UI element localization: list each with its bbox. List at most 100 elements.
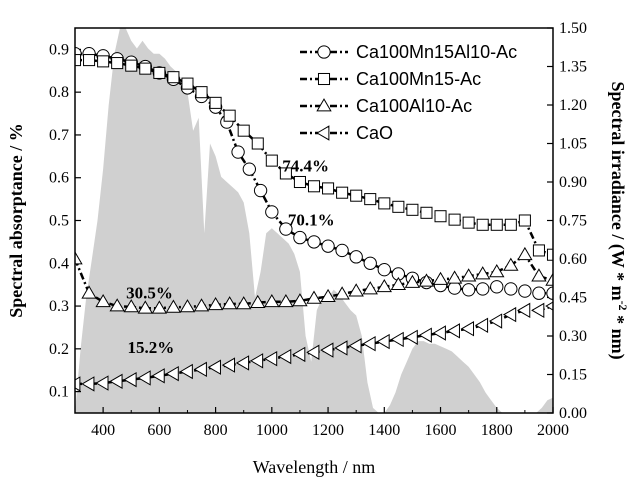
data-point: Ca100Al10-Ac: (1350, 0.34) — [362, 281, 378, 295]
x-tick-label: 1400 — [368, 422, 400, 439]
data-point: Ca100Al10-Ac: (300, 0.41) — [75, 251, 83, 265]
y-right-tick-label: 1.20 — [559, 97, 587, 114]
data-point: Ca100Mn15-Ac: (1950, 0.43) — [532, 244, 545, 257]
data-point: Ca100Al10-Ac: (600, 0.295) — [151, 300, 168, 314]
solar-spectrum-layer — [75, 28, 553, 413]
data-point: Ca100Al10-Ac: (1600, 0.362) — [432, 271, 449, 285]
data-point: Ca100Al10-Ac: (1450, 0.35) — [390, 276, 407, 291]
y-right-tick-label: 0.60 — [559, 251, 587, 268]
annotations-layer: 74.4% 70.1% 30.5% 15.2% — [126, 156, 334, 357]
data-point: Ca100Mn15-Ac: (1650, 0.502) — [448, 213, 461, 226]
data-point: Ca100Al10-Ac: (500, 0.298) — [123, 299, 139, 313]
data-point: Ca100Mn15-Ac: (400, 0.872) — [97, 55, 110, 68]
data-point: Ca100Mn15-Ac: (900, 0.71) — [237, 124, 250, 137]
data-point: Ca100Al10-Ac: (1400, 0.345) — [376, 278, 392, 293]
data-point: CaO: (1800, 0.265) — [488, 313, 503, 329]
y-axis-left-title: Spectral absorptance / % — [6, 123, 26, 317]
data-point: CaO: (1000, 0.177) — [264, 350, 278, 367]
data-point: CaO: (1850, 0.28) — [503, 306, 517, 323]
data-point: CaO: (1050, 0.182) — [278, 348, 292, 365]
x-tick-label: 600 — [147, 422, 171, 439]
data-point: Ca100Mn15-Ac: (950, 0.68) — [251, 137, 264, 150]
data-point: Ca100Al10-Ac: (1800, 0.38) — [489, 264, 505, 278]
data-point: Ca100Al10-Ac: (1200, 0.322) — [320, 288, 336, 303]
legend-entry: Ca100Al10-Ac — [300, 96, 472, 116]
legend-entry: CaO — [300, 123, 393, 143]
data-point: Ca100Mn15-Ac: (1300, 0.558) — [350, 189, 363, 202]
data-point: CaO: (550, 0.132) — [137, 370, 151, 386]
y-right-tick-label: 1.35 — [559, 59, 587, 76]
data-point: Ca100Mn15Al10-Ac: (1200, 0.44) — [321, 239, 335, 253]
data-point: Ca100Al10-Ac: (900, 0.305) — [236, 296, 252, 310]
data-point: Ca100Mn15-Ac: (1550, 0.518) — [420, 206, 433, 219]
y-left-tick-label: 0.9 — [49, 41, 69, 58]
data-point: Ca100Mn15-Ac: (1850, 0.49) — [504, 218, 517, 231]
y-left-tick-label: 0.3 — [49, 298, 69, 315]
data-point: Ca100Al10-Ac: (1100, 0.312) — [292, 293, 308, 307]
data-point: Ca100Mn15Al10-Ac: (920, 0.62) — [242, 162, 257, 176]
y-left-tick-label: 0.7 — [49, 127, 69, 144]
data-point: CaO: (650, 0.142) — [165, 365, 179, 382]
data-point: Ca100Al10-Ac: (1250, 0.328) — [334, 286, 350, 300]
x-tick-label: 2000 — [537, 422, 569, 439]
data-point: Ca100Al10-Ac: (1500, 0.355) — [404, 274, 421, 288]
data-point: Ca100Mn15Al10-Ac: (1400, 0.385) — [377, 263, 391, 277]
data-point: Ca100Mn15Al10-Ac: (1750, 0.34) — [476, 282, 490, 296]
data-point: CaO: (1500, 0.227) — [404, 329, 418, 345]
data-point: Ca100Mn15Al10-Ac: (1350, 0.4) — [363, 256, 377, 270]
data-point: CaO: (900, 0.167) — [235, 355, 250, 371]
data-point: CaO: (500, 0.128) — [123, 371, 137, 388]
data-point: CaO: (1350, 0.212) — [362, 336, 376, 352]
data-point: CaO: (600, 0.137) — [151, 368, 165, 384]
tick-labels-layer: 400 600 800 1000 1200 1400 1600 1800 2000 0.1 0.2 0… — [49, 20, 587, 439]
data-point: Ca100Mn15-Ac: (1150, 0.58) — [307, 180, 321, 193]
data-point: Ca100Al10-Ac: (1550, 0.358) — [418, 273, 435, 287]
data-point: CaO: (2000, 0.3) — [545, 301, 553, 311]
data-point: Ca100Mn15-Ac: (700, 0.82) — [181, 77, 194, 90]
data-point: Ca100Mn15-Ac: (1050, 0.61) — [279, 167, 292, 180]
data-point: CaO: (1300, 0.207) — [348, 338, 362, 354]
data-point: Ca100Al10-Ac: (350, 0.33) — [81, 285, 97, 299]
data-point: Ca100Mn15Al10-Ac: (1300, 0.415) — [349, 250, 363, 264]
annotation-label: 30.5% — [126, 283, 173, 302]
series-CaO: CaO: (300, 0.118)CaO: (350, 0.118)CaO: (… — [75, 301, 553, 392]
data-point: CaO: (1400, 0.217) — [376, 333, 390, 350]
data-point: CaO: (1650, 0.242) — [446, 323, 460, 339]
y-left-tick-label: 0.8 — [49, 84, 69, 101]
y-right-tick-label: 0.45 — [559, 290, 587, 307]
y-axis-right-title-tail: * nm) — [607, 311, 628, 360]
data-point: CaO: (400, 0.12) — [95, 375, 109, 391]
data-point: Ca100Mn15Al10-Ac: (1250, 0.43) — [335, 243, 349, 258]
x-tick-label: 1600 — [425, 422, 457, 439]
y-axis-right-title-main: Spectral irradiance / (W * m — [607, 81, 628, 300]
legend-label: Ca100Al10-Ac — [356, 96, 472, 116]
series-Ca100Mn15-Ac: Ca100Mn15-Ac: (300, 0.875)Ca100Mn15-Ac: … — [75, 54, 553, 261]
y-left-tick-label: 0.4 — [49, 255, 69, 272]
data-point: Ca100Mn15Al10-Ac: (1050, 0.48) — [279, 222, 293, 236]
plot-frame — [74, 27, 554, 414]
data-point: Ca100Mn15Al10-Ac: (1900, 0.335) — [518, 284, 532, 298]
y-axis-right-title-sup: -2 — [616, 301, 630, 311]
annotation-label: 70.1% — [288, 211, 335, 230]
x-axis-title: Wavelength / nm — [253, 457, 376, 477]
data-point: Ca100Mn15-Ac: (350, 0.875) — [83, 54, 96, 67]
data-point: CaO: (1600, 0.237) — [432, 325, 446, 341]
data-point: CaO: (700, 0.147) — [179, 363, 193, 380]
y-right-tick-label: 0.30 — [559, 328, 587, 345]
data-point: CaO: (800, 0.157) — [207, 359, 221, 375]
annotation-label: 74.4% — [282, 156, 329, 175]
data-point: Ca100Mn15Al10-Ac: (1850, 0.34) — [504, 282, 518, 296]
legend-entry: Ca100Mn15Al10-Ac — [300, 42, 517, 62]
data-point: Ca100Al10-Ac: (800, 0.303) — [207, 296, 224, 311]
data-point: Ca100Mn15-Ac: (1750, 0.49) — [476, 218, 489, 231]
legend-label: Ca100Mn15-Ac — [356, 69, 481, 89]
y-left-tick-label: 0.2 — [49, 341, 69, 358]
data-point: CaO: (950, 0.172) — [249, 353, 264, 369]
data-point: CaO: (1200, 0.197) — [320, 342, 334, 358]
legend-marker — [317, 72, 331, 86]
data-point: Ca100Al10-Ac: (950, 0.308) — [250, 294, 266, 309]
legend: Ca100Mn15Al10-Ac Ca100Mn15-Ac Ca100Al10-Ac… — [300, 42, 517, 143]
data-point: Ca100Al10-Ac: (700, 0.298) — [179, 299, 196, 313]
legend-entry: Ca100Mn15-Ac — [300, 69, 481, 89]
